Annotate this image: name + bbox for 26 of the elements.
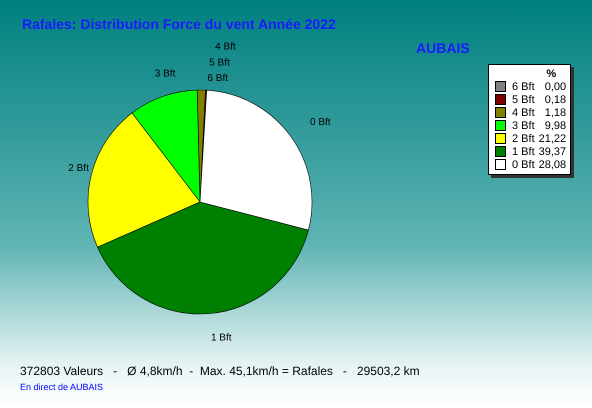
legend-label: 5 Bft: [512, 94, 535, 106]
data-label: 21,22: [538, 132, 566, 144]
legend-label: 1 Bft: [512, 146, 535, 158]
slice-label: 5 Bft: [209, 57, 230, 68]
chart-subtitle: AUBAIS: [416, 40, 470, 56]
slice-label: 2 Bft: [68, 163, 90, 174]
legend-label: 3 Bft: [512, 120, 535, 132]
legend-label: 0 Bft: [512, 158, 535, 170]
legend-title: %: [545, 68, 558, 80]
data-label: 39,37: [538, 146, 566, 158]
text: 372803 Valeurs - Ø 4,8km/h - Max. 45,1km/h = Rafales - 29503,2 km: [20, 364, 420, 378]
legend-label: 6 Bft: [512, 80, 535, 92]
slice-label: 1 Bft: [210, 332, 232, 344]
data-label: 1,18: [544, 106, 566, 118]
slice-label: 0 Bft: [310, 117, 331, 128]
legend-label: 2 Bft: [512, 132, 535, 144]
data-label: 0,18: [544, 94, 566, 106]
text: En direct de AUBAIS: [20, 382, 104, 392]
legend-label: 4 Bft: [512, 106, 535, 118]
chart-title: Rafales: Distribution Force du vent Année 2022: [22, 16, 336, 32]
category-label: 6 Bft: [207, 73, 228, 84]
slice-label: 3 Bft: [154, 68, 176, 80]
text: 0,00: [544, 80, 566, 92]
data-label: 28,08: [538, 158, 566, 170]
category-label: 4 Bft: [215, 42, 236, 53]
data-label: 9,98: [544, 120, 566, 132]
